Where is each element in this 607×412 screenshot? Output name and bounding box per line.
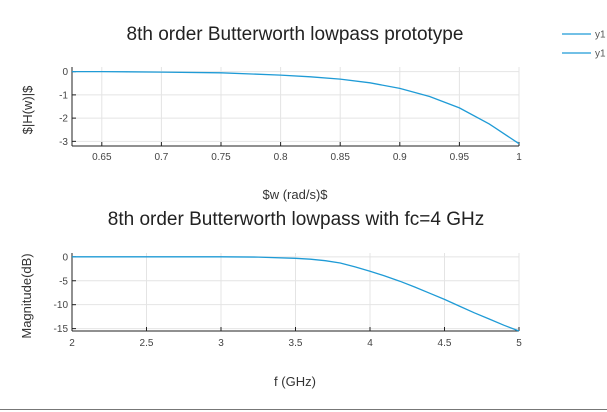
x-tick-label: 4.5	[438, 338, 452, 349]
x-tick-label: 2	[69, 338, 75, 349]
y-tick-label: -3	[59, 137, 68, 148]
x-tick-label: 3.5	[289, 338, 303, 349]
chart-prototype: 8th order Butterworth lowpass prototype …	[20, 24, 522, 202]
x-tick-label: 0.8	[274, 152, 288, 163]
y-tick-label: 0	[62, 67, 68, 78]
y-tick-label: 0	[62, 252, 68, 263]
x-tick-label: 0.95	[450, 152, 470, 163]
series-line	[72, 70, 520, 145]
x-tick-label: 0.9	[393, 152, 407, 163]
x-tick-label: 0.7	[154, 152, 168, 163]
y-tick-label: -1	[59, 90, 68, 101]
y-tick-label: -10	[54, 300, 69, 311]
x-tick-label: 1	[516, 152, 522, 163]
x-tick-label: 2.5	[140, 338, 154, 349]
legend-entry: y1	[595, 49, 606, 60]
x-tick-label: 3	[218, 338, 224, 349]
y-tick-label: -15	[54, 324, 69, 335]
x-tick-label: 0.65	[92, 152, 112, 163]
x-axis-label: $w (rad/s)$	[262, 187, 328, 202]
y-tick-label: -5	[59, 276, 68, 287]
chart-title: 8th order Butterworth lowpass with fc=4 …	[108, 209, 484, 230]
chart-title: 8th order Butterworth lowpass prototype	[127, 24, 464, 45]
x-tick-label: 0.85	[330, 152, 350, 163]
x-tick-label: 0.75	[211, 152, 231, 163]
y-tick-label: -2	[59, 114, 68, 125]
y-axis-label: Magnitude(dB)	[19, 253, 34, 338]
legend: y1 y1	[562, 30, 606, 60]
legend-entry: y1	[595, 30, 606, 41]
x-axis-label: f (GHz)	[274, 374, 316, 389]
series-line	[72, 256, 520, 332]
chart-fc-4ghz: 8th order Butterworth lowpass with fc=4 …	[19, 209, 522, 389]
x-tick-label: 4	[367, 338, 373, 349]
y-axis-label: $|H(w)|$	[20, 85, 35, 134]
x-tick-label: 5	[516, 338, 522, 349]
